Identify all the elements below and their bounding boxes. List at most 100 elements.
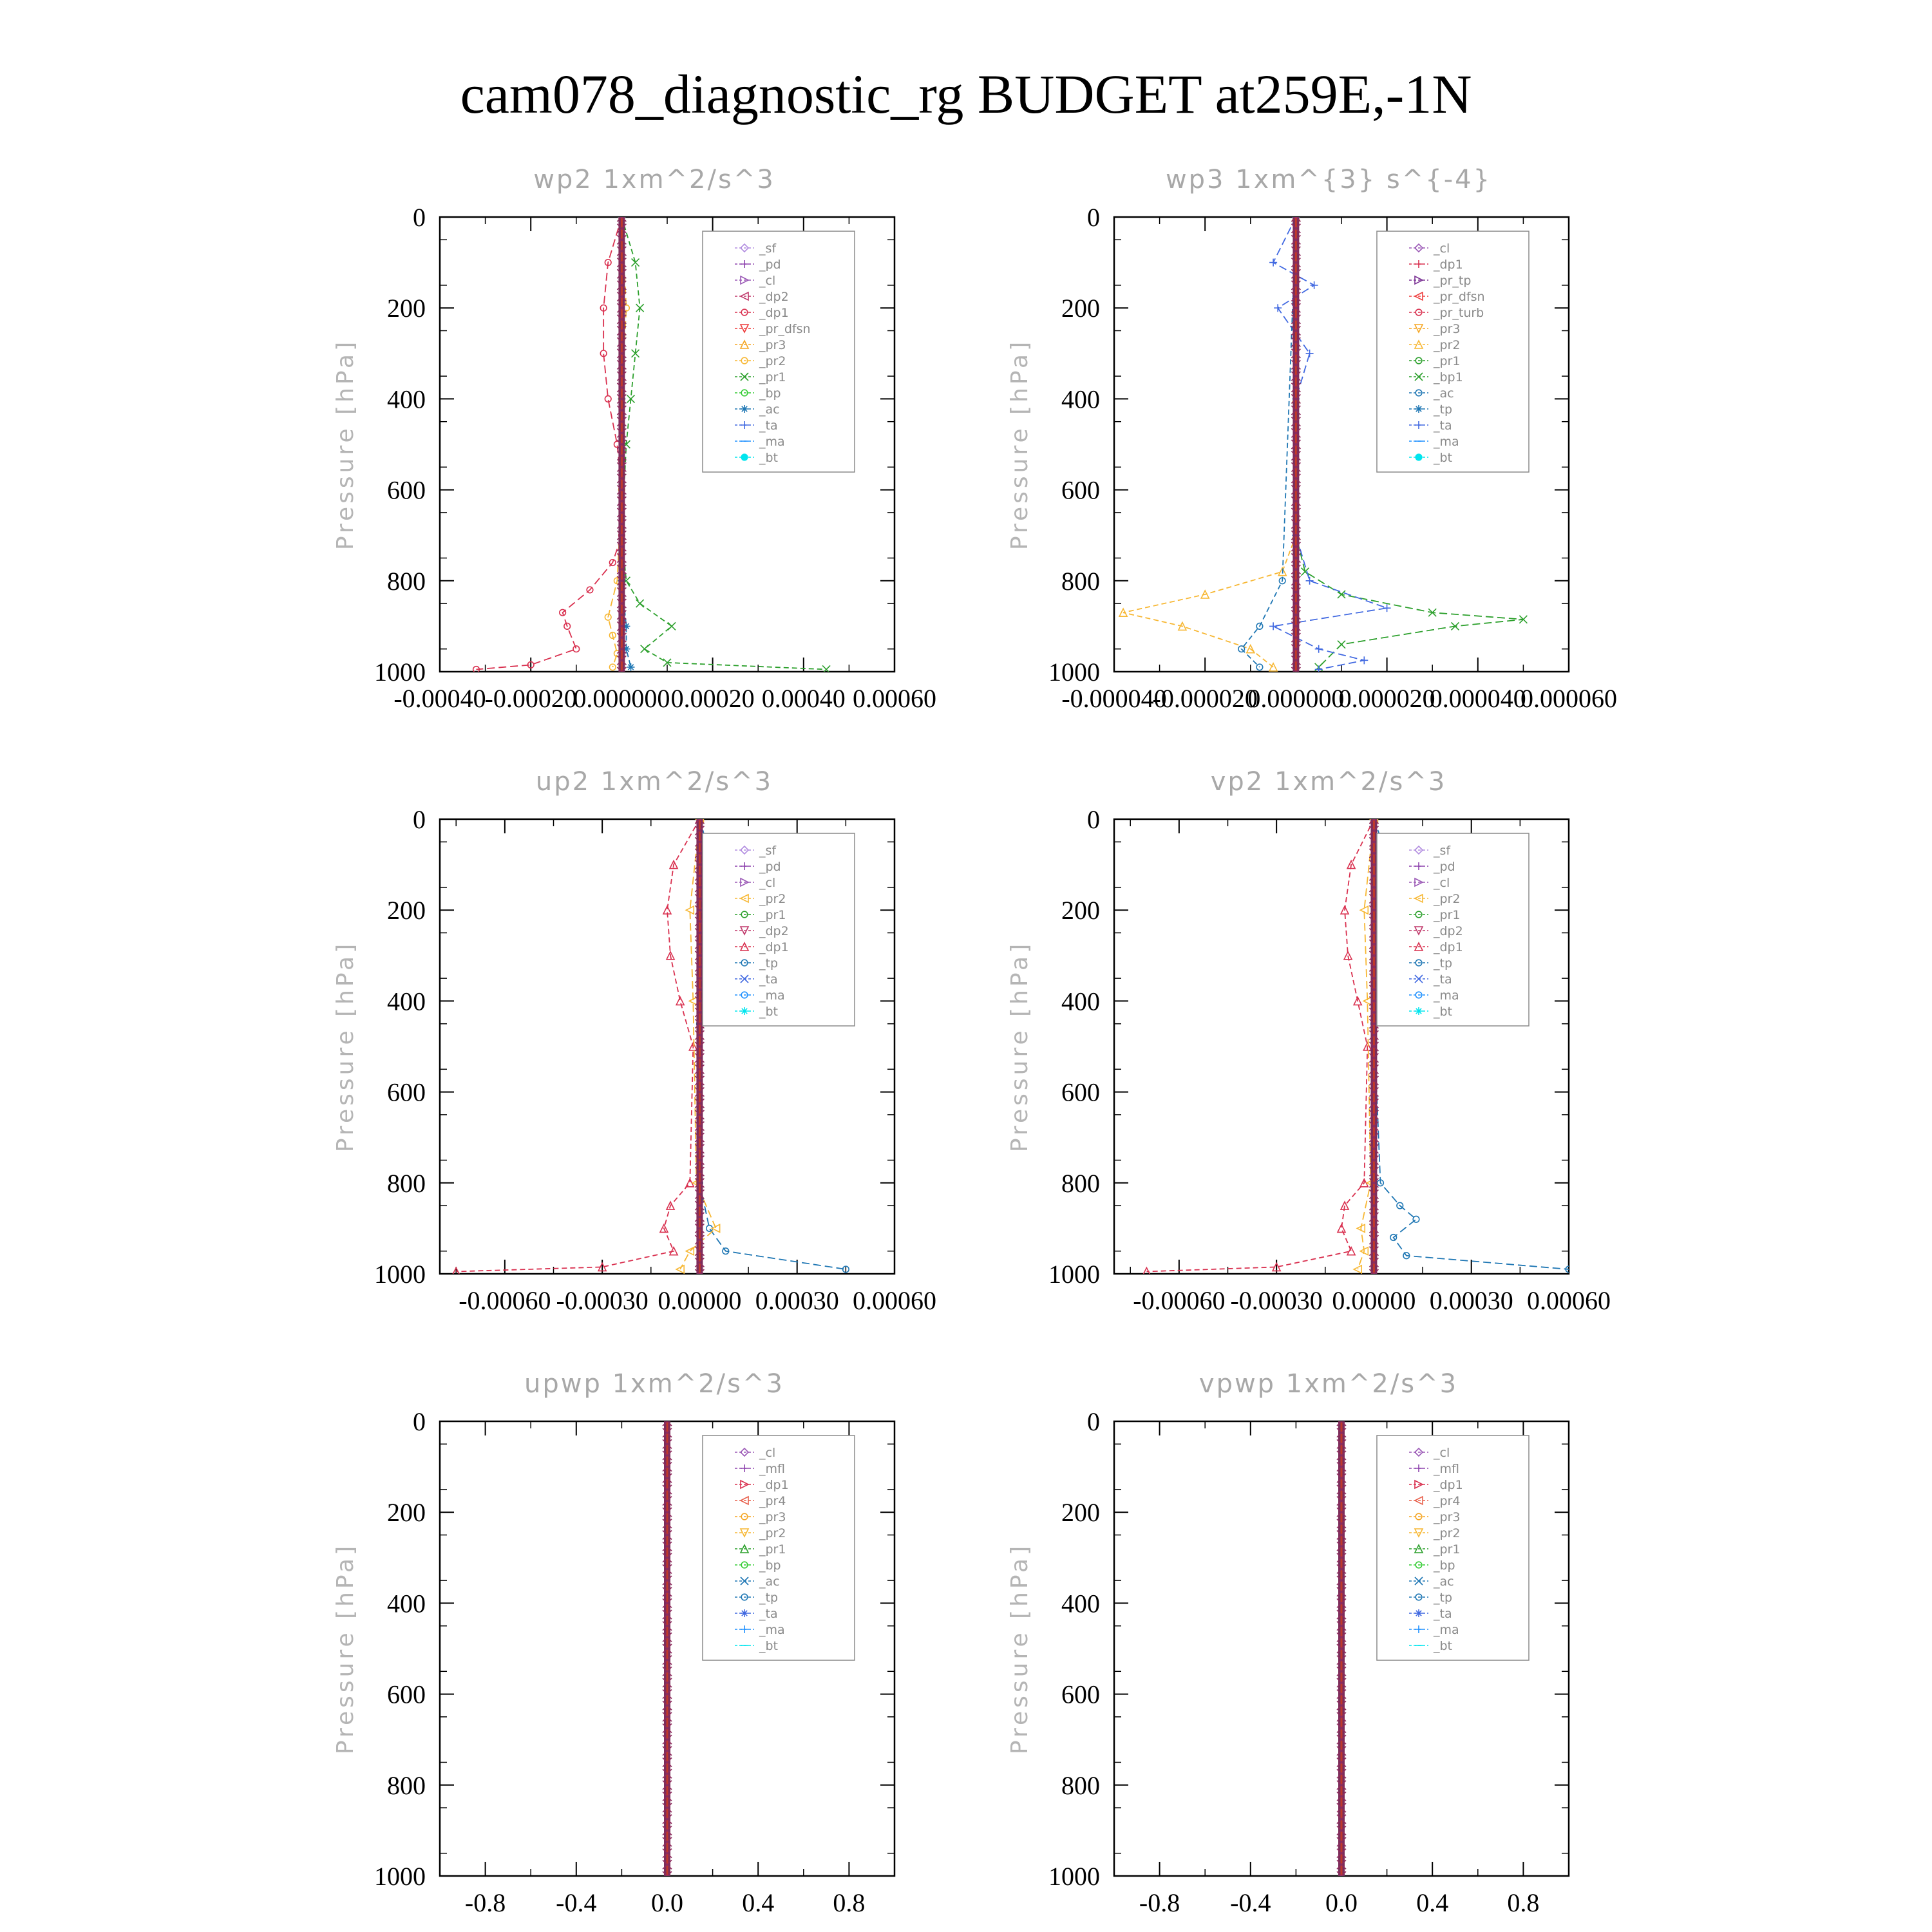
y-tick-label: 600 xyxy=(1061,1680,1100,1709)
x-tick-label: -0.4 xyxy=(556,1888,596,1917)
legend-marker xyxy=(1415,959,1423,967)
legend-label: _cl xyxy=(759,1446,775,1460)
legend-marker xyxy=(741,1464,748,1472)
y-tick-label: 800 xyxy=(1061,1169,1100,1198)
zero-marker xyxy=(662,1768,672,1779)
zero-marker xyxy=(1291,451,1301,461)
series-dp1 xyxy=(1142,819,1379,1274)
data-point xyxy=(663,658,672,667)
y-axis-label: Pressure [hPa] xyxy=(1007,1543,1033,1754)
legend-marker xyxy=(739,942,750,951)
legend-label: _pr4 xyxy=(759,1494,786,1508)
data-point xyxy=(1340,905,1350,914)
zero-marker xyxy=(1336,1484,1347,1495)
zero-marker xyxy=(1336,1587,1347,1597)
zero-marker xyxy=(1336,1632,1347,1642)
y-tick-label: 200 xyxy=(1061,294,1100,323)
x-ticks: -0.00060 -0.00030 0.00000 0.00030 0.00060 xyxy=(1130,819,1611,1315)
legend-marker xyxy=(741,1609,748,1617)
zero-marker xyxy=(1336,1450,1347,1461)
legend-item: _pd xyxy=(1409,860,1455,874)
legend-label: _pr2 xyxy=(759,354,786,368)
legend-label: _dp2 xyxy=(759,290,789,304)
zero-marker xyxy=(1368,1189,1379,1200)
legend-label: _dp1 xyxy=(759,306,789,320)
legend-item: _pr4 xyxy=(735,1494,786,1508)
y-ticks: 0 200 400 600 800 1000 xyxy=(1048,1407,1569,1891)
zero-marker xyxy=(1336,1780,1347,1790)
y-tick-label: 600 xyxy=(1061,1078,1100,1107)
legend-label: _dp2 xyxy=(759,924,789,938)
zero-marker xyxy=(1368,1246,1379,1256)
legend-item: _pr2 xyxy=(1409,1526,1460,1540)
zero-marker xyxy=(662,1598,672,1608)
legend-item: _bp xyxy=(735,1558,781,1573)
zero-marker xyxy=(616,269,627,279)
zero-marker xyxy=(694,1269,705,1274)
plot-area xyxy=(662,1421,672,1876)
x-tick-label: 0.00040 xyxy=(762,684,846,713)
data-point xyxy=(1363,1041,1372,1051)
zero-marker xyxy=(1368,1132,1379,1142)
data-point xyxy=(659,1223,669,1233)
data-point xyxy=(604,395,612,403)
y-tick-label: 600 xyxy=(387,1680,426,1709)
zero-marker xyxy=(616,451,627,461)
zero-marker xyxy=(1368,1235,1379,1245)
legend-label: _pr1 xyxy=(1433,1542,1460,1557)
data-point xyxy=(1238,645,1245,653)
zero-marker xyxy=(1336,1530,1347,1540)
legend-marker xyxy=(739,243,750,253)
panel-1: wp2 1xm^2/s^3 Pressure [hPa] 0 200 400 600 800… xyxy=(332,165,936,713)
data-point xyxy=(1346,1245,1356,1256)
zero-marker xyxy=(1336,1712,1347,1722)
x-tick-label: 0.000000 xyxy=(573,684,670,713)
data-point xyxy=(1314,645,1323,653)
figure-title: cam078_diagnostic_rg BUDGET at259E,-1N xyxy=(460,63,1472,125)
zero-marker xyxy=(1291,348,1301,359)
x-tick-label: 0.00030 xyxy=(1430,1286,1513,1315)
legend-marker xyxy=(739,893,749,904)
legend-item: _pd xyxy=(735,860,781,874)
legend-label: _ta xyxy=(1433,972,1452,987)
legend-marker xyxy=(740,372,749,381)
legend-label: _cl xyxy=(1433,876,1450,890)
x-tick-label: 0.0 xyxy=(651,1888,683,1917)
zero-marker xyxy=(1368,1121,1379,1132)
data-point xyxy=(1390,1233,1397,1242)
legend-label: _ta xyxy=(759,1607,778,1621)
data-point xyxy=(600,304,607,312)
zero-marker xyxy=(662,1723,672,1734)
panel-title: vpwp 1xm^2/s^3 xyxy=(1199,1369,1458,1399)
legend-label: _ac xyxy=(759,402,780,417)
data-point xyxy=(622,622,630,630)
zero-marker xyxy=(1291,223,1301,234)
legend-marker xyxy=(740,877,750,887)
legend-marker xyxy=(1415,357,1423,365)
legend-marker xyxy=(741,389,748,397)
panel-5: upwp 1xm^2/s^3 Pressure [hPa] 0 200 400 600 80… xyxy=(332,1369,896,1917)
zero-marker xyxy=(1291,439,1301,450)
zero-marker xyxy=(1336,1734,1347,1745)
panel-title: up2 1xm^2/s^3 xyxy=(536,767,773,797)
legend-marker xyxy=(741,453,748,461)
zero-marker xyxy=(662,1541,672,1551)
legend-label: _bp xyxy=(759,1558,781,1573)
x-tick-label: 0.00060 xyxy=(853,684,936,713)
zero-marker xyxy=(1291,518,1301,529)
zero-marker xyxy=(662,1643,672,1654)
legend-label: _pr_dfsn xyxy=(1433,290,1485,304)
y-tick-label: 1000 xyxy=(374,1260,426,1289)
zero-marker xyxy=(1368,1087,1379,1097)
zero-marker xyxy=(616,518,627,529)
legend: _cl _mfl _dp1 _pr4 _pr3 _pr2 _pr1_bp _ac _tp _ta _… xyxy=(702,1435,855,1661)
zero-marker xyxy=(1291,496,1301,506)
panel-3: up2 1xm^2/s^3 Pressure [hPa] 0 200 400 600 800… xyxy=(332,767,936,1315)
x-tick-label: 0.00060 xyxy=(853,1286,936,1315)
zero-marker xyxy=(694,1212,705,1222)
panel-title: vp2 1xm^2/s^3 xyxy=(1211,767,1447,797)
data-point xyxy=(1305,576,1314,585)
legend-label: _ac xyxy=(1433,1575,1454,1589)
series-line xyxy=(1357,819,1375,1270)
